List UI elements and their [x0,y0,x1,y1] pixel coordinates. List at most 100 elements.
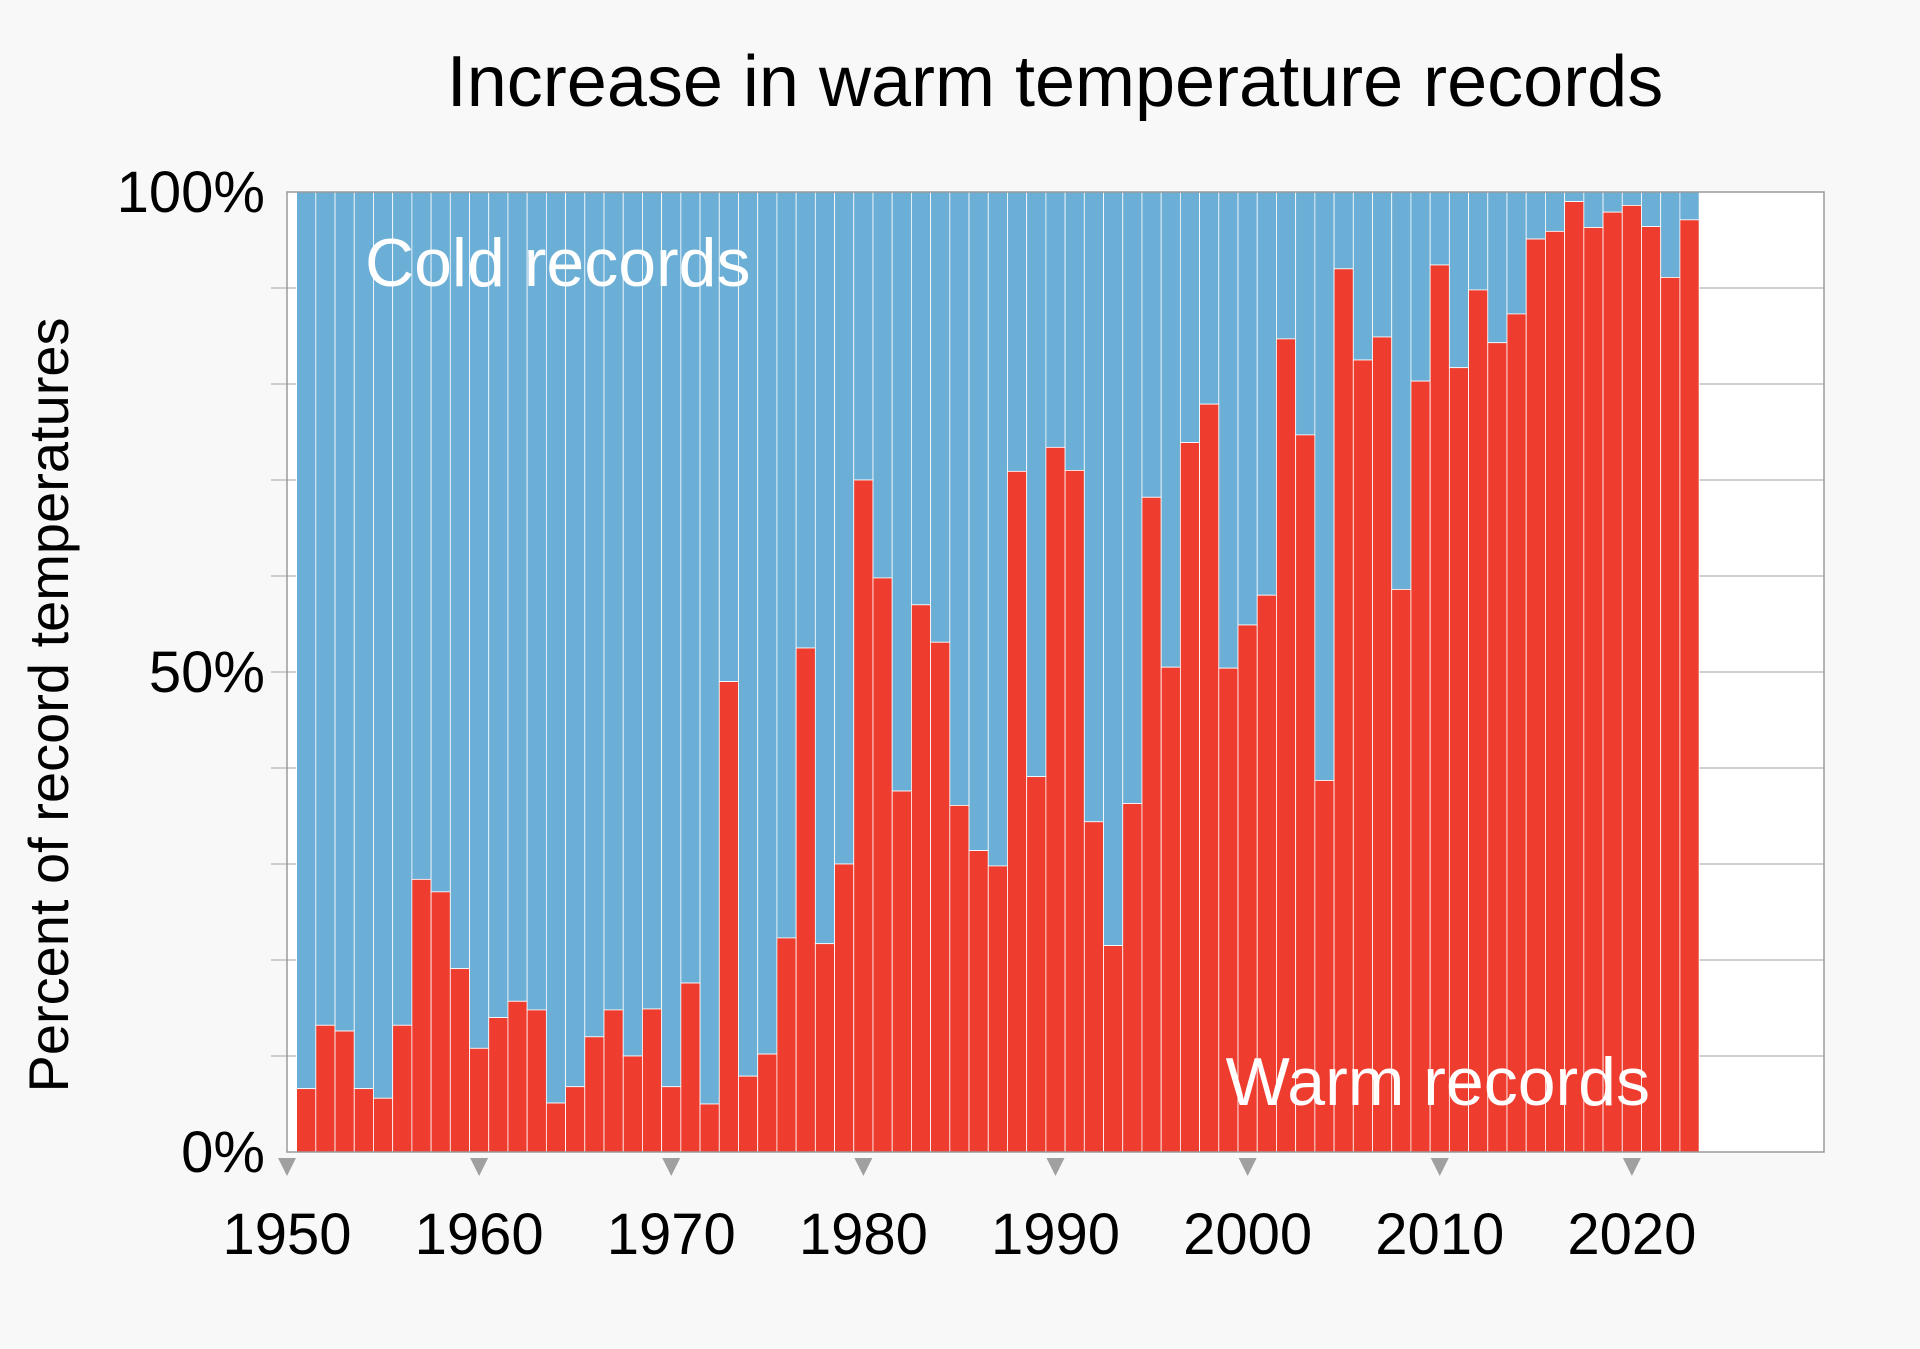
warm-bar [1679,219,1700,1153]
cold-bar [507,191,528,1002]
cold-bar [680,191,701,984]
warm-bar [1122,803,1143,1153]
cold-bar [622,191,643,1057]
warm-bar [1007,470,1028,1153]
warm-bar [1487,342,1508,1153]
y-tick-label: 100% [117,160,265,225]
warm-bar [1468,289,1489,1153]
warm-bar [545,1102,566,1153]
cold-bar [1410,191,1431,382]
cold-bar [1391,191,1412,590]
warm-bar [661,1086,682,1153]
warm-bar [1448,367,1469,1153]
warm-bar [1641,226,1662,1153]
warm-bar [449,968,470,1153]
warm-bar [1410,380,1431,1153]
cold-bar [949,191,970,806]
warm-bar [469,1047,490,1153]
warm-bar [565,1086,586,1153]
cold-bar [911,191,932,606]
cold-bar [834,191,855,865]
y-tick-label: 50% [149,640,265,705]
cold-bar [930,191,951,643]
x-tick-label: 2000 [1183,1202,1312,1267]
cold-bar [1506,191,1527,315]
cold-bar [1429,191,1450,266]
warm-bar [1026,776,1047,1153]
warm-bar [1352,359,1373,1153]
warm-bar [930,641,951,1153]
cold-bar [1103,191,1124,946]
cold-bar [488,191,509,1018]
cold-bar [603,191,624,1011]
warm-bar [1333,268,1354,1153]
x-tick-marker [1238,1158,1257,1176]
x-tick-label: 2010 [1375,1202,1504,1267]
warm-bar [1525,238,1546,1153]
cold-bar [1564,191,1585,203]
warm-bar [776,937,797,1153]
cold-bar [449,191,470,970]
cold-bar [526,191,547,1011]
cold-bar [1122,191,1143,804]
warm-bar [911,604,932,1153]
cold-bar [738,191,759,1077]
warm-bar [488,1017,509,1153]
x-tick-marker [662,1158,681,1176]
cold-bar [1621,191,1642,206]
warm-bar [1103,945,1124,1153]
warm-bar [584,1036,605,1153]
cold-bar [1583,191,1604,228]
warm-bar [334,1030,355,1153]
cold-bar [1545,191,1566,232]
cold-bar [1237,191,1258,626]
warm-bar [353,1088,374,1153]
x-tick-marker [1622,1158,1641,1176]
cold-bar [1487,191,1508,344]
warm-bar [622,1055,643,1153]
cold-bar [1276,191,1297,340]
cold-bar [565,191,586,1088]
warm-bar [757,1053,778,1153]
warm-bar [411,878,432,1153]
warm-bar [834,863,855,1153]
cold-bar [1160,191,1181,668]
warm-bar [1045,446,1066,1153]
warm-bar [1141,496,1162,1153]
cold-bar [1295,191,1316,436]
cold-bar [1314,191,1335,781]
plot-area: 0% 50% 100% 1950 1960 1970 1980 1990 2000 2010 202… [117,160,1825,1267]
cold-bar [1448,191,1469,369]
warm-bar [296,1088,317,1153]
warm-bar [1583,227,1604,1153]
x-tick-marker [470,1158,489,1176]
warm-bar [795,647,816,1153]
cold-bar [1525,191,1546,240]
cold-bar [545,191,566,1104]
x-tick-marker [1430,1158,1449,1176]
cold-bar [968,191,989,851]
y-axis-label: Percent of record temperatures [17,317,80,1092]
x-tick-label: 1950 [222,1202,351,1267]
cold-bar [1026,191,1047,778]
warm-bar [1660,277,1681,1153]
cold-bar [1468,191,1489,291]
cold-bar [469,191,490,1049]
warm-bar [949,805,970,1153]
cold-bar [1179,191,1200,443]
cold-bar [296,191,317,1090]
cold-bar [1064,191,1085,471]
warm-bar [1179,442,1200,1153]
cold-bar [1602,191,1623,213]
cold-bar [584,191,605,1038]
cold-bar [1045,191,1066,448]
cold-bar [1083,191,1104,823]
cold-bar [699,191,720,1105]
cold-bar [757,191,778,1055]
cold-bar [1641,191,1662,227]
cold-bar [373,191,394,1099]
warm-bar [718,681,739,1153]
cold-bar [353,191,374,1090]
warm-bar [315,1024,336,1153]
